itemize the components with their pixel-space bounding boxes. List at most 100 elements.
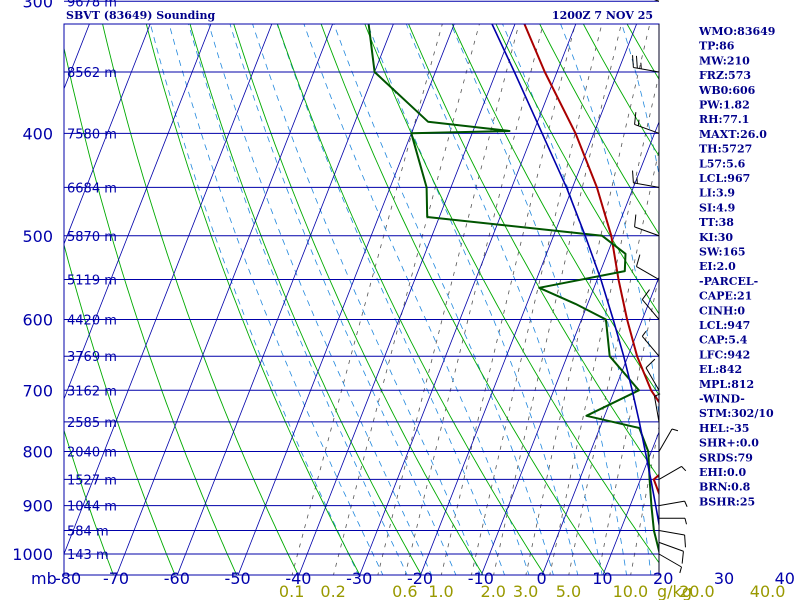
isotherm [176,24,394,575]
index-value: CINH:0 [699,304,745,317]
index-value: EI:2.0 [699,260,736,273]
index-value: PW:1.82 [699,99,750,112]
pressure-tick-label: 400 [22,124,53,143]
mixing-ratio-label: 2.0 [481,582,506,600]
wind-barb [645,358,660,391]
pressure-unit-label: mb [31,569,57,588]
index-value: KI:30 [699,231,733,244]
height-label: 2040 m [67,446,117,461]
wind-barb [634,214,660,237]
moist-adiabat [333,24,554,575]
index-value: CAPE:21 [699,290,752,303]
wind-barb [634,112,660,134]
wind-barb [659,517,687,525]
index-value: LI:3.9 [699,187,735,200]
pressure-tick-label: 800 [22,443,53,462]
mixing-ratio-label: 20.0 [679,582,715,600]
mixing-ratio-unit: g/kg [657,582,692,600]
height-label: 584 m [67,524,109,539]
isotherm-lines [64,24,659,575]
index-value: MAXT:26.0 [699,128,767,141]
height-label: 5119 m [67,274,117,289]
isotherm [64,24,273,556]
temperature-tick-label: -50 [225,569,251,588]
pressure-tick-label: 600 [22,310,53,329]
pressure-tick-label: 500 [22,227,53,246]
index-value: -WIND- [699,393,745,406]
index-value: SRDS:79 [699,451,753,464]
index-value: SW:165 [699,246,746,259]
isotherm [420,24,638,575]
index-value: BRN:0.8 [699,481,751,494]
isotherm [64,24,90,90]
wind-barb [658,541,684,564]
wind-barb [658,500,688,507]
height-label: 3162 m [67,384,117,399]
mixing-ratio-line [525,24,651,575]
height-label: 1044 m [67,500,117,515]
height-label: 3769 m [67,350,117,365]
temperature-tick-label: 0 [537,569,547,588]
height-label: 4420 m [67,313,117,328]
index-value: L57:5.6 [699,157,746,170]
isotherm [541,275,659,575]
index-value: TH:5727 [699,143,752,156]
temperature-line [523,24,659,497]
index-value: BSHR:25 [699,495,755,508]
height-label: 8562 m [67,66,117,81]
mixing-ratio-label: 40.0 [750,582,786,600]
isotherm [64,24,151,245]
height-label: 2585 m [67,416,117,431]
height-label: 143 m [67,548,109,563]
mixing-ratio-line [440,24,576,575]
isotherm [480,120,659,575]
pressure-tick-label: 900 [22,497,53,516]
temperature-tick-label: 30 [714,569,734,588]
temperature-tick-label: -30 [346,569,372,588]
index-value: HEL:-35 [699,422,749,435]
index-value: SI:4.9 [699,201,735,214]
mixing-ratio-label: 10.0 [613,582,649,600]
mixing-ratio-label: 0.2 [320,582,345,600]
mixing-ratio-line [549,73,659,575]
chart-title: SBVT (83649) Sounding [66,9,215,22]
wind-barb [653,393,661,423]
index-value: CAP:5.4 [699,334,748,347]
wind-barb [658,553,682,574]
pressure-tick-label: 1000 [12,545,53,564]
temperature-tick-label: 10 [592,569,612,588]
index-value: -PARCEL- [699,275,758,288]
wind-barb [632,55,660,73]
index-value: LFC:942 [699,348,750,361]
index-value: EHI:0.0 [699,466,746,479]
wind-barb [641,289,660,320]
mixing-ratio-label: 0.1 [279,582,304,600]
height-label: 6684 m [67,181,117,196]
index-value: TT:38 [699,216,734,229]
moist-adiabat [502,24,652,575]
moist-adiabat [405,24,603,575]
dry-adiabat [495,24,659,315]
height-label: 5870 m [67,230,117,245]
wind-barb [636,254,660,280]
moist-adiabat [303,24,530,575]
wind-barb [632,170,660,188]
pressure-tick-label: 700 [22,381,53,400]
chart-datetime: 1200Z 7 NOV 25 [552,9,653,22]
index-value: EL:842 [699,363,742,376]
isotherm [298,24,516,575]
moist-adiabat [276,24,506,575]
moist-adiabat [149,24,360,575]
index-value: LCL:947 [699,319,750,332]
height-label: 9678 m [67,0,117,10]
dry-adiabat [408,24,659,479]
isotherm [64,24,212,401]
isotherm [116,24,334,575]
temperature-tick-label: 40 [775,569,795,588]
index-value: WMO:83649 [698,25,775,38]
index-value: FRZ:573 [699,69,751,82]
mixing-ratio-label: 5.0 [556,582,581,600]
mixing-ratio-label: 3.0 [513,582,538,600]
